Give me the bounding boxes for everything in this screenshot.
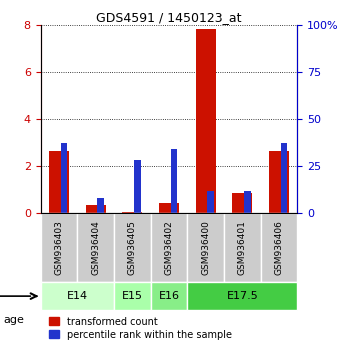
Bar xyxy=(61,143,67,213)
Bar xyxy=(232,193,252,213)
Text: GSM936402: GSM936402 xyxy=(165,221,173,275)
Bar xyxy=(151,282,187,310)
Bar xyxy=(114,282,151,310)
Bar xyxy=(49,151,69,213)
Text: E15: E15 xyxy=(122,291,143,301)
Text: GSM936401: GSM936401 xyxy=(238,220,247,275)
Bar xyxy=(97,198,104,213)
Bar xyxy=(187,282,297,310)
Bar xyxy=(159,202,179,213)
Bar xyxy=(122,212,142,213)
Bar xyxy=(86,205,106,213)
Text: GSM936404: GSM936404 xyxy=(91,221,100,275)
Text: age: age xyxy=(3,315,24,325)
Bar xyxy=(114,213,151,282)
Bar xyxy=(208,190,214,213)
Bar xyxy=(196,29,216,213)
Bar xyxy=(244,190,251,213)
Bar xyxy=(261,213,297,282)
Text: GSM936400: GSM936400 xyxy=(201,220,210,275)
Bar xyxy=(77,213,114,282)
Text: GSM936405: GSM936405 xyxy=(128,220,137,275)
Title: GDS4591 / 1450123_at: GDS4591 / 1450123_at xyxy=(96,11,242,24)
Bar xyxy=(134,160,141,213)
Bar xyxy=(281,143,287,213)
Text: GSM936403: GSM936403 xyxy=(54,220,64,275)
Bar xyxy=(171,149,177,213)
Bar xyxy=(151,213,187,282)
Text: E16: E16 xyxy=(159,291,179,301)
Text: E14: E14 xyxy=(67,291,88,301)
Bar xyxy=(41,213,77,282)
Bar xyxy=(187,213,224,282)
Bar xyxy=(41,282,114,310)
Bar xyxy=(224,213,261,282)
Legend: transformed count, percentile rank within the sample: transformed count, percentile rank withi… xyxy=(45,313,236,343)
Text: GSM936406: GSM936406 xyxy=(274,220,284,275)
Text: E17.5: E17.5 xyxy=(226,291,258,301)
Bar xyxy=(269,151,289,213)
